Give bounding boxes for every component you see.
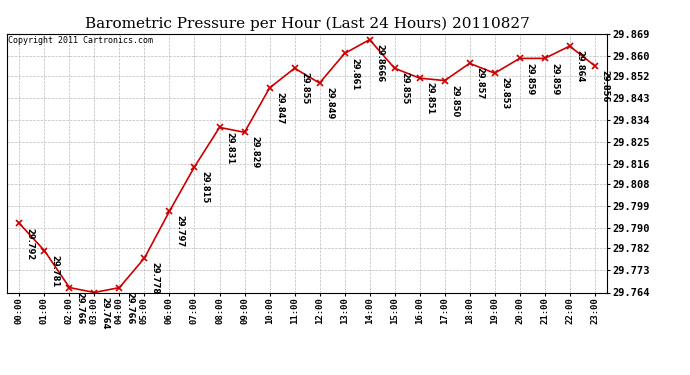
Text: 29.849: 29.849 — [325, 87, 334, 120]
Text: 29.766: 29.766 — [75, 292, 84, 324]
Text: 29.864: 29.864 — [575, 50, 584, 82]
Text: 29.815: 29.815 — [200, 171, 209, 203]
Text: 29.829: 29.829 — [250, 136, 259, 169]
Text: 29.8666: 29.8666 — [375, 44, 384, 82]
Text: 29.850: 29.850 — [450, 85, 459, 117]
Text: 29.766: 29.766 — [125, 292, 134, 324]
Text: 29.859: 29.859 — [525, 63, 534, 95]
Title: Barometric Pressure per Hour (Last 24 Hours) 20110827: Barometric Pressure per Hour (Last 24 Ho… — [85, 17, 529, 31]
Text: 29.778: 29.778 — [150, 262, 159, 294]
Text: 29.792: 29.792 — [25, 228, 34, 260]
Text: 29.764: 29.764 — [100, 297, 109, 329]
Text: Copyright 2011 Cartronics.com: Copyright 2011 Cartronics.com — [8, 36, 153, 45]
Text: 29.855: 29.855 — [400, 72, 409, 105]
Text: 29.861: 29.861 — [350, 58, 359, 90]
Text: 29.853: 29.853 — [500, 77, 509, 110]
Text: 29.847: 29.847 — [275, 92, 284, 124]
Text: 29.859: 29.859 — [550, 63, 559, 95]
Text: 29.831: 29.831 — [225, 132, 234, 164]
Text: 29.797: 29.797 — [175, 215, 184, 248]
Text: 29.856: 29.856 — [600, 70, 609, 102]
Text: 29.857: 29.857 — [475, 68, 484, 100]
Text: 29.851: 29.851 — [425, 82, 434, 115]
Text: 29.781: 29.781 — [50, 255, 59, 287]
Text: 29.855: 29.855 — [300, 72, 309, 105]
